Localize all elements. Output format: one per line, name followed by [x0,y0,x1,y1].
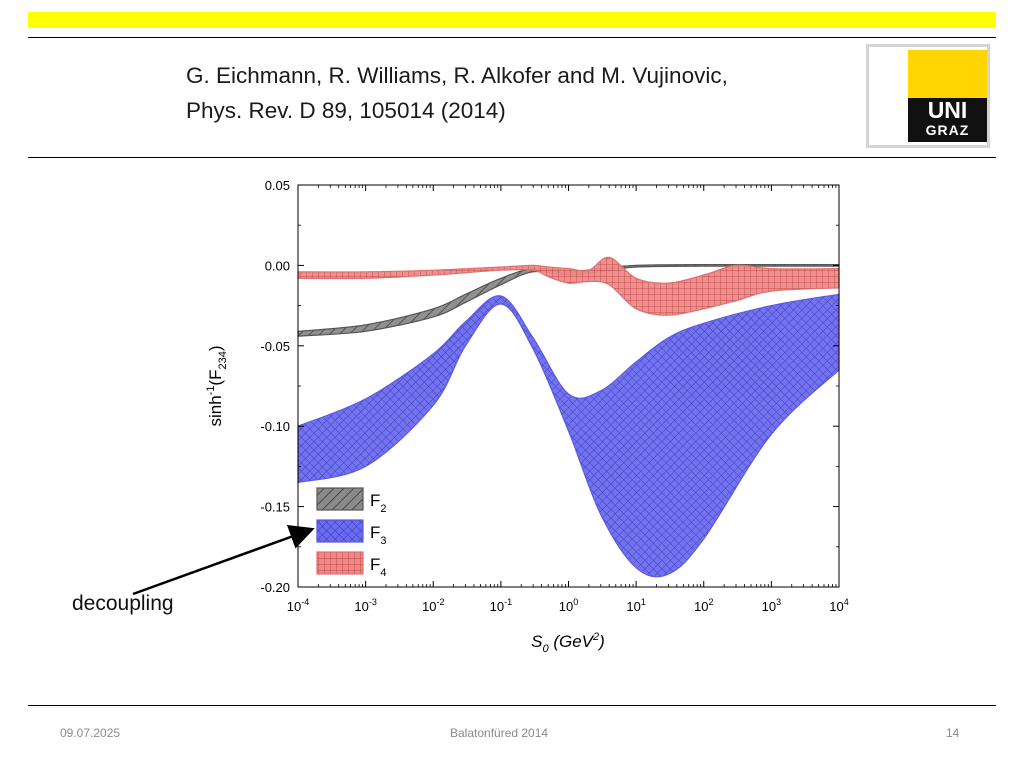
x-tick-label: 10-4 [287,597,309,614]
accent-bar [28,12,996,28]
x-tick-label: 103 [762,597,781,614]
x-tick-label: 10-1 [490,597,512,614]
citation-line-1: G. Eichmann, R. Williams, R. Alkofer and… [186,63,728,88]
x-tick-label: 101 [626,597,645,614]
y-tick-label: -0.05 [260,339,290,354]
x-tick-label: 102 [694,597,713,614]
x-tick-label: 10-3 [354,597,376,614]
decoupling-annotation: decoupling [72,592,174,615]
x-tick-label: 100 [559,597,578,614]
band-f3 [297,293,840,578]
footer-rule [28,705,996,706]
y-tick-label: -0.20 [260,580,290,595]
x-axis-label: S0 (GeV2) [531,631,605,655]
legend-swatch-f2 [316,487,364,511]
legend-label-f4: F4 [370,555,387,579]
legend-label-f3: F3 [370,523,387,547]
x-tick-label: 10-2 [422,597,444,614]
y-tick-label: 0.05 [265,178,290,193]
y-axis-label: sinh-1(F234) [205,345,229,426]
citation: G. Eichmann, R. Williams, R. Alkofer and… [186,58,728,128]
legend-swatch-f3 [316,519,364,543]
y-tick-label: -0.15 [260,500,290,515]
logo-dark-band [908,98,987,142]
x-tick-label: 104 [829,597,848,614]
legend-swatch-f4 [316,551,364,575]
footer-center: Balatonfüred 2014 [450,726,549,740]
header-rule-top [28,37,996,38]
header-rule-bottom [28,157,996,158]
decoupling-arrow [132,525,315,596]
y-tick-label: 0.00 [265,258,290,273]
logo-text-graz: GRAZ [925,122,970,138]
footer-date: 09.07.2025 [60,726,121,740]
y-tick-label: -0.10 [260,419,290,434]
legend-label-f2: F2 [370,491,387,515]
citation-line-2: Phys. Rev. D 89, 105014 (2014) [186,98,506,123]
logo-text-uni: UNI [927,97,968,123]
page-number: 14 [946,726,960,740]
